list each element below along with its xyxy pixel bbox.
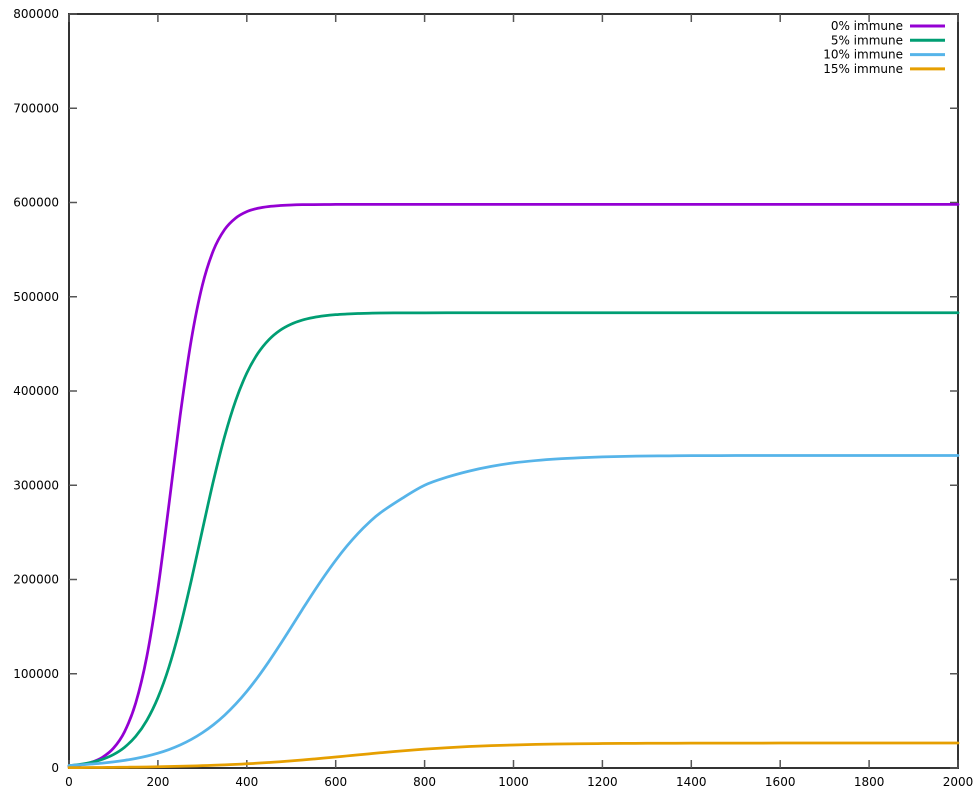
legend-label-15-immune: 15% immune bbox=[823, 62, 903, 76]
y-tick-label: 400000 bbox=[13, 384, 59, 398]
y-tick-label: 100000 bbox=[13, 667, 59, 681]
y-tick-label: 700000 bbox=[13, 101, 59, 115]
y-tick-label: 0 bbox=[51, 761, 59, 775]
x-tick-label: 400 bbox=[235, 775, 258, 789]
y-tick-label: 300000 bbox=[13, 478, 59, 492]
x-tick-label: 1600 bbox=[765, 775, 796, 789]
series-line-15-immune bbox=[67, 741, 960, 770]
legend-label-0-immune: 0% immune bbox=[831, 19, 903, 33]
plot-border bbox=[68, 13, 959, 769]
y-tick-label: 500000 bbox=[13, 290, 59, 304]
x-tick-label: 800 bbox=[413, 775, 436, 789]
series-line-5-immune bbox=[67, 311, 960, 768]
series-line-10-immune bbox=[67, 454, 960, 767]
x-tick-label: 1400 bbox=[676, 775, 707, 789]
x-tick-label: 1000 bbox=[498, 775, 529, 789]
x-tick-label: 1200 bbox=[587, 775, 618, 789]
y-tick-label: 600000 bbox=[13, 196, 59, 210]
legend-label-5-immune: 5% immune bbox=[831, 33, 903, 47]
x-tick-label: 2000 bbox=[943, 775, 974, 789]
x-tick-label: 1800 bbox=[854, 775, 885, 789]
x-tick-label: 200 bbox=[146, 775, 169, 789]
series-line-0-immune bbox=[67, 203, 960, 768]
x-tick-label: 0 bbox=[65, 775, 73, 789]
x-tick-label: 600 bbox=[324, 775, 347, 789]
y-tick-label: 800000 bbox=[13, 7, 59, 21]
legend-label-10-immune: 10% immune bbox=[823, 48, 903, 62]
y-tick-label: 200000 bbox=[13, 573, 59, 587]
